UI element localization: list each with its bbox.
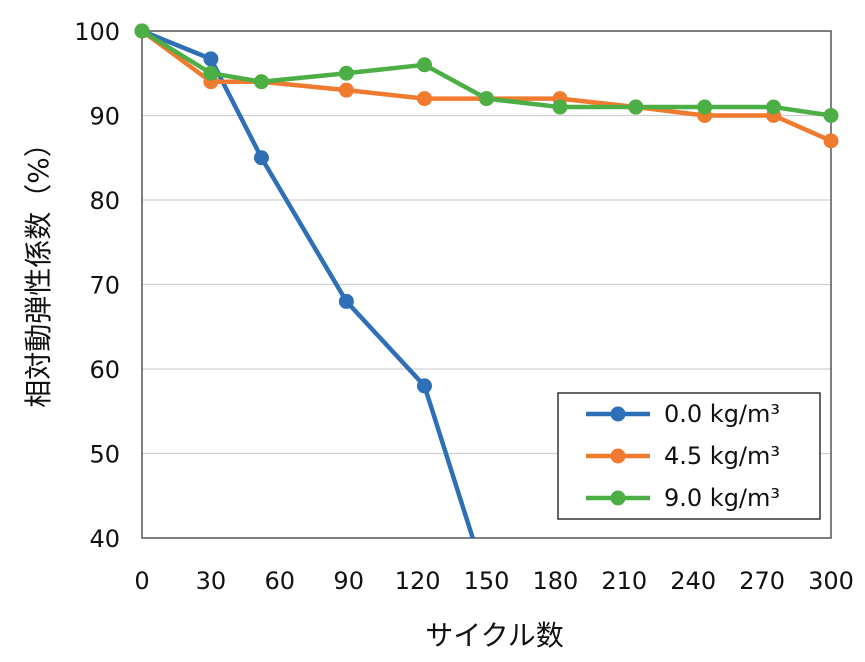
data-point-series-0 — [253, 150, 269, 166]
y-tick-label: 100 — [74, 18, 120, 46]
data-point-series-2 — [552, 99, 568, 115]
data-point-series-2 — [479, 91, 494, 107]
data-point-series-1 — [416, 91, 432, 107]
data-point-series-0 — [416, 378, 432, 394]
x-tick-label: 150 — [464, 567, 510, 595]
y-axis-title: 相対動弾性係数（%） — [22, 129, 55, 408]
plot-area-frame — [141, 30, 832, 539]
x-tick-label: 90 — [333, 567, 364, 595]
x-axis-title: サイクル数 — [425, 619, 564, 652]
x-tick-labels: 0 30 60 90 120 150 180 210 240 270 300 — [134, 567, 854, 595]
y-tick-label: 90 — [89, 103, 120, 131]
x-tick-label: 0 — [134, 567, 149, 595]
legend-marker-2 — [610, 490, 626, 506]
data-point-series-2 — [203, 65, 219, 81]
data-point-series-2 — [697, 99, 713, 115]
data-point-series-2 — [338, 65, 354, 81]
y-tick-label: 40 — [89, 525, 120, 553]
data-point-series-2 — [823, 108, 839, 123]
y-tick-label: 70 — [89, 272, 120, 300]
x-tick-label: 180 — [532, 567, 578, 595]
data-point-series-2 — [416, 57, 432, 73]
x-tick-label: 240 — [670, 567, 716, 595]
legend-label: 0.0 kg/m³ — [664, 400, 780, 428]
legend-label: 9.0 kg/m³ — [664, 484, 780, 512]
data-point-series-1 — [823, 133, 839, 149]
series-group — [134, 23, 839, 539]
x-tick-label: 210 — [601, 567, 647, 595]
y-tick-label: 50 — [89, 441, 120, 469]
x-tick-label: 120 — [395, 567, 441, 595]
y-tick-label: 80 — [89, 187, 120, 215]
y-tick-label: 60 — [89, 356, 120, 384]
legend: 0.0 kg/m³ 4.5 kg/m³ 9.0 kg/m³ — [557, 392, 821, 520]
data-point-series-2 — [253, 74, 269, 90]
legend-marker-1 — [610, 448, 626, 464]
data-point-series-2 — [628, 99, 644, 115]
x-tick-label: 300 — [808, 567, 854, 595]
data-point-series-1 — [338, 82, 354, 98]
legend-label: 4.5 kg/m³ — [664, 442, 780, 470]
data-point-series-0 — [203, 51, 219, 67]
x-tick-label: 270 — [739, 567, 785, 595]
data-point-series-2 — [134, 23, 150, 39]
x-tick-label: 60 — [265, 567, 296, 595]
x-tick-label: 30 — [196, 567, 227, 595]
data-point-series-0 — [338, 293, 354, 309]
y-tick-labels: 40 50 60 70 80 90 100 — [74, 18, 120, 553]
legend-marker-0 — [610, 406, 626, 422]
data-point-series-2 — [766, 99, 782, 115]
series-line-0 — [141, 28, 475, 539]
